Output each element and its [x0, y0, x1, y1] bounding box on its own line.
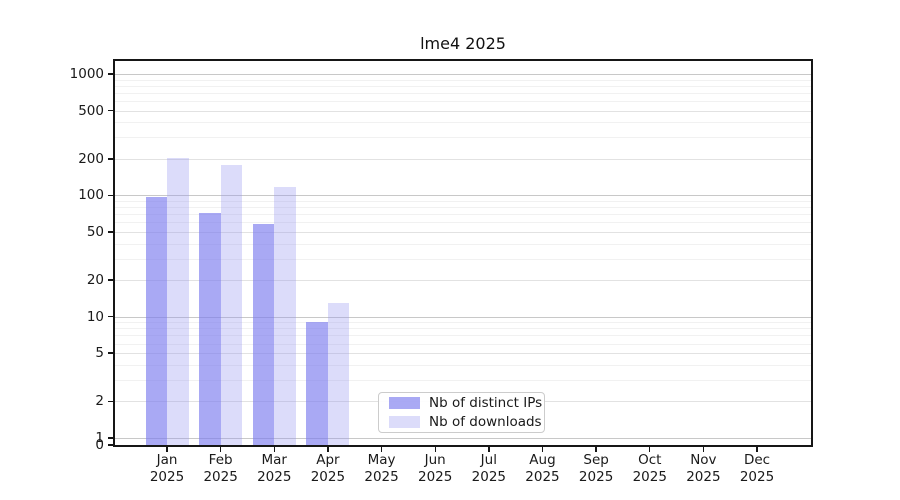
gridline-6 — [115, 343, 811, 345]
bar-feb-downloads — [220, 164, 243, 445]
plot-area — [115, 61, 811, 445]
y-tick-mark-2 — [108, 400, 113, 403]
gridline-90 — [115, 200, 811, 202]
y-tick-label-100: 100 — [78, 187, 104, 204]
y-tick-label-1000: 1000 — [69, 66, 104, 82]
gridline-900 — [115, 79, 811, 81]
x-tick-mark-jan — [166, 447, 168, 452]
legend-swatch-distinct-ips — [389, 397, 420, 409]
x-tick-mark-mar — [273, 447, 275, 452]
bar-apr-distinct-ips — [306, 322, 328, 445]
gridline-100 — [115, 195, 811, 197]
x-tick-label-apr: Apr 2025 — [310, 452, 346, 485]
bar-mar-downloads — [274, 187, 296, 445]
y-tick-label-200: 200 — [78, 150, 104, 167]
x-tick-mark-apr — [327, 447, 329, 452]
y-tick-label-5: 5 — [95, 345, 104, 362]
legend-item-downloads: Nb of downloads — [379, 414, 544, 430]
x-tick-label-nov: Nov 2025 — [686, 452, 721, 485]
gridline-10 — [115, 316, 811, 318]
gridline-500 — [115, 110, 811, 112]
y-tick-mark-5 — [108, 352, 113, 354]
gridline-80 — [115, 207, 811, 209]
x-tick-mark-nov — [702, 447, 705, 452]
gridline-40 — [115, 243, 811, 245]
x-tick-label-dec: Dec 2025 — [739, 452, 775, 485]
gridline-70 — [115, 214, 811, 216]
bar-jan-distinct-ips — [145, 196, 167, 445]
legend-swatch-downloads — [389, 416, 420, 428]
x-tick-label-feb: Feb 2025 — [203, 452, 238, 485]
gridline-600 — [115, 100, 811, 102]
y-tick-mark-500 — [108, 109, 113, 112]
y-tick-mark-200 — [108, 158, 113, 160]
bar-jan-downloads — [167, 157, 189, 445]
x-tick-mark-jul — [488, 447, 490, 452]
x-tick-mark-may — [380, 447, 383, 452]
x-tick-mark-jun — [434, 447, 436, 452]
gridline-400 — [115, 122, 811, 124]
y-tick-label-2: 2 — [95, 393, 104, 410]
y-tick-label-20: 20 — [86, 272, 104, 289]
gridline-30 — [115, 258, 811, 260]
x-tick-label-mar: Mar 2025 — [257, 452, 292, 485]
x-tick-mark-sep — [595, 447, 597, 452]
gridline-4 — [115, 364, 811, 366]
gridline-50 — [115, 231, 811, 233]
x-tick-label-oct: Oct 2025 — [632, 452, 667, 485]
y-tick-mark-50 — [108, 231, 113, 233]
gridline-1000 — [115, 74, 811, 75]
legend-label-downloads: Nb of downloads — [429, 414, 542, 430]
y-tick-label-500: 500 — [78, 102, 104, 119]
gridline-3 — [115, 380, 811, 382]
x-tick-label-may: May 2025 — [364, 452, 399, 485]
y-tick-mark-1 — [108, 437, 113, 439]
gridline-5 — [115, 353, 811, 355]
x-tick-label-jun: Jun 2025 — [418, 452, 453, 485]
y-tick-mark-10 — [108, 315, 113, 318]
legend-label-distinct-ips: Nb of distinct IPs — [429, 395, 543, 411]
gridline-700 — [115, 92, 811, 94]
x-tick-mark-dec — [756, 447, 758, 452]
y-tick-label-10: 10 — [86, 308, 104, 325]
y-tick-mark-20 — [108, 279, 113, 281]
gridline-9 — [115, 322, 811, 324]
gridline-800 — [115, 85, 811, 87]
gridline-20 — [115, 280, 811, 282]
legend: Nb of distinct IPs Nb of downloads — [378, 392, 545, 433]
gridline-60 — [115, 222, 811, 224]
gridline-7 — [115, 335, 811, 337]
y-tick-mark-100 — [108, 194, 113, 197]
gridline-1 — [115, 438, 811, 439]
y-tick-label-0: 0 — [95, 437, 104, 453]
legend-item-distinct-ips: Nb of distinct IPs — [379, 395, 544, 411]
x-tick-label-sep: Sep 2025 — [578, 452, 614, 485]
y-tick-label-50: 50 — [86, 223, 104, 240]
x-tick-label-jul: Jul 2025 — [471, 452, 506, 485]
bar-feb-distinct-ips — [199, 213, 221, 445]
y-tick-mark-0 — [108, 444, 113, 446]
gridline-300 — [115, 137, 811, 139]
bar-mar-distinct-ips — [252, 224, 275, 445]
bar-apr-downloads — [327, 302, 350, 445]
x-tick-mark-aug — [541, 447, 544, 452]
x-tick-label-aug: Aug 2025 — [525, 452, 560, 485]
y-tick-mark-1000 — [108, 73, 113, 75]
chart-title: lme4 2025 — [420, 34, 506, 53]
y-tick-label-1: 1 — [95, 430, 104, 446]
gridline-200 — [115, 158, 811, 160]
x-tick-mark-feb — [219, 447, 222, 452]
gridline-8 — [115, 328, 811, 330]
x-tick-label-jan: Jan 2025 — [149, 452, 185, 485]
x-tick-mark-oct — [649, 447, 651, 452]
